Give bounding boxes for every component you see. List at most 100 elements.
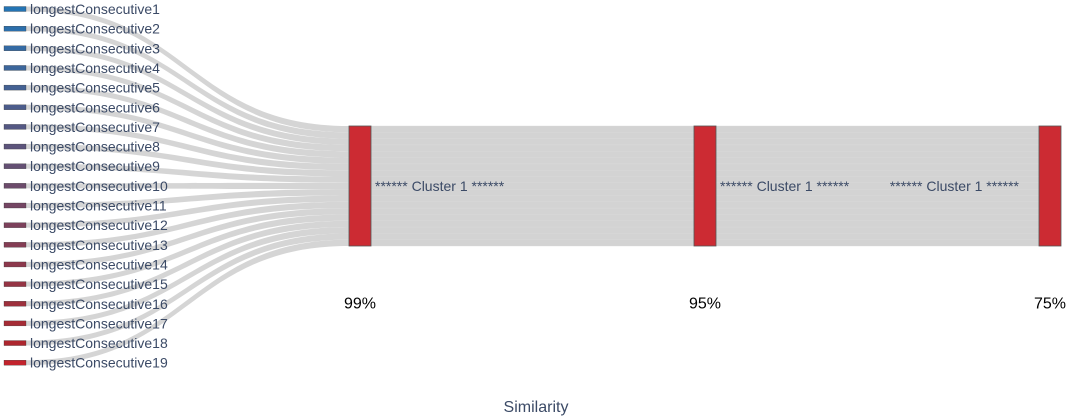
link-cluster-to-cluster	[370, 151, 695, 158]
source-node[interactable]	[3, 183, 27, 189]
source-label: longestConsecutive12	[30, 217, 168, 233]
source-node[interactable]	[3, 360, 27, 366]
link-cluster-to-cluster	[370, 157, 695, 165]
link-cluster-to-cluster	[370, 207, 695, 215]
source-label: longestConsecutive14	[30, 256, 168, 272]
links-layer	[26, 6, 1040, 366]
link-cluster-to-cluster	[370, 226, 695, 234]
source-node[interactable]	[3, 45, 27, 51]
stage-label: 75%	[1034, 296, 1066, 313]
link-cluster-to-cluster	[715, 138, 1040, 146]
link-cluster-to-cluster	[370, 132, 695, 139]
link-cluster-to-cluster	[715, 125, 1040, 133]
source-node[interactable]	[3, 25, 27, 32]
source-label: longestConsecutive6	[30, 99, 160, 115]
link-source-to-cluster	[26, 208, 349, 267]
link-cluster-to-cluster	[370, 144, 695, 152]
link-cluster-to-cluster	[715, 214, 1040, 221]
cluster-label: ****** Cluster 1 ******	[720, 178, 850, 194]
link-source-to-cluster	[26, 144, 349, 177]
source-label: longestConsecutive5	[30, 80, 160, 96]
nodes-layer	[3, 6, 1062, 366]
link-cluster-to-cluster	[715, 220, 1040, 228]
link-cluster-to-cluster	[715, 151, 1040, 158]
link-source-to-cluster	[26, 124, 349, 171]
link-cluster-to-cluster	[370, 239, 695, 247]
source-node[interactable]	[3, 320, 27, 327]
stage-label: 95%	[689, 296, 721, 313]
link-source-to-cluster	[26, 214, 349, 287]
source-node[interactable]	[3, 65, 27, 71]
source-node[interactable]	[3, 6, 27, 12]
source-label: longestConsecutive8	[30, 139, 160, 155]
source-node[interactable]	[3, 301, 27, 307]
link-source-to-cluster	[26, 104, 349, 164]
link-cluster-to-cluster	[370, 138, 695, 146]
link-source-to-cluster	[26, 163, 349, 183]
link-source-to-cluster	[26, 233, 349, 346]
source-node[interactable]	[3, 104, 27, 110]
cluster-node[interactable]	[348, 125, 372, 247]
link-source-to-cluster	[26, 6, 349, 133]
link-cluster-to-cluster	[715, 157, 1040, 165]
link-cluster-to-cluster	[370, 163, 695, 171]
source-label: longestConsecutive7	[30, 119, 160, 135]
source-label: longestConsecutive4	[30, 60, 160, 76]
link-source-to-cluster	[26, 227, 349, 326]
link-cluster-to-cluster	[715, 207, 1040, 215]
source-label: longestConsecutive11	[30, 198, 167, 214]
link-cluster-to-cluster	[715, 132, 1040, 139]
link-source-to-cluster	[26, 45, 349, 145]
link-source-to-cluster	[26, 85, 349, 158]
link-source-to-cluster	[26, 195, 349, 228]
cluster-node[interactable]	[693, 125, 717, 247]
source-label: longestConsecutive17	[30, 315, 168, 331]
link-cluster-to-cluster	[370, 201, 695, 209]
source-label: longestConsecutive16	[30, 296, 168, 312]
link-cluster-to-cluster	[370, 214, 695, 221]
source-node[interactable]	[3, 84, 27, 91]
link-cluster-to-cluster	[715, 201, 1040, 209]
link-cluster-to-cluster	[715, 233, 1040, 240]
source-label: longestConsecutive3	[30, 40, 160, 56]
source-node[interactable]	[3, 340, 27, 346]
source-label: longestConsecutive9	[30, 158, 160, 174]
stage-label: 99%	[344, 296, 376, 313]
source-label: longestConsecutive2	[30, 21, 160, 37]
link-cluster-to-cluster	[370, 125, 695, 133]
source-node[interactable]	[3, 261, 27, 268]
source-node[interactable]	[3, 163, 27, 169]
link-cluster-to-cluster	[715, 163, 1040, 171]
link-source-to-cluster	[26, 65, 349, 152]
cluster-node[interactable]	[1038, 125, 1062, 247]
source-label: longestConsecutive15	[30, 276, 168, 292]
link-source-to-cluster	[26, 239, 349, 366]
source-label: longestConsecutive1	[30, 1, 160, 17]
source-node[interactable]	[3, 202, 27, 209]
link-cluster-to-cluster	[370, 195, 695, 202]
source-label: longestConsecutive18	[30, 335, 168, 351]
cluster-label: ****** Cluster 1 ******	[890, 178, 1020, 194]
source-node[interactable]	[3, 124, 27, 130]
link-cluster-to-cluster	[370, 220, 695, 228]
source-node[interactable]	[3, 281, 27, 287]
source-node[interactable]	[3, 222, 27, 228]
link-source-to-cluster	[26, 201, 349, 248]
cluster-label: ****** Cluster 1 ******	[375, 178, 505, 194]
link-cluster-to-cluster	[715, 226, 1040, 234]
link-source-to-cluster	[26, 26, 349, 139]
link-source-to-cluster	[26, 220, 349, 307]
link-cluster-to-cluster	[715, 170, 1040, 177]
source-label: longestConsecutive19	[30, 355, 168, 371]
source-node[interactable]	[3, 143, 27, 150]
link-cluster-to-cluster	[715, 195, 1040, 202]
sankey-plot: longestConsecutive1 longestConsecutive2 lo…	[3, 1, 1066, 371]
x-axis-title: Similarity	[503, 399, 569, 416]
source-label: longestConsecutive10	[30, 178, 168, 194]
source-label: longestConsecutive13	[30, 237, 168, 253]
link-cluster-to-cluster	[715, 144, 1040, 152]
source-node[interactable]	[3, 242, 27, 248]
link-cluster-to-cluster	[370, 233, 695, 240]
link-cluster-to-cluster	[370, 170, 695, 177]
